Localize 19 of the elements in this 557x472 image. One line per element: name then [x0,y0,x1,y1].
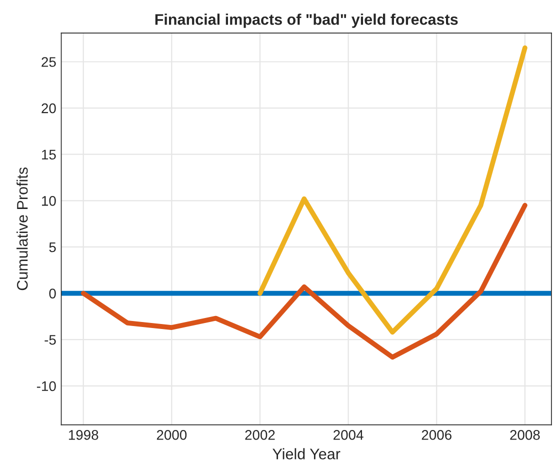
x-tick-label: 1998 [68,430,98,440]
y-tick-label: -5 [44,335,56,345]
x-tick-label: 2000 [156,430,187,440]
y-tick-label: 0 [49,288,56,298]
y-tick-label: 15 [42,150,56,160]
x-tick-label: 2004 [334,430,364,440]
x-tick-label: 2006 [422,430,452,440]
chart-title: Financial impacts of "bad" yield forecasts [155,14,458,28]
x-tick-label: 2008 [510,430,540,440]
y-axis-title: Cumulative Profits [16,167,28,290]
x-tick-label: 2002 [245,430,275,440]
y-tick-label: 10 [42,196,56,206]
y-tick-label: 25 [42,57,56,67]
line-series [80,202,528,360]
y-tick-label: 20 [42,103,56,114]
x-axis-title: Yield Year [272,448,340,460]
y-tick-label: -10 [36,381,56,392]
y-tick-label: 5 [49,242,56,252]
line-series [258,45,528,335]
